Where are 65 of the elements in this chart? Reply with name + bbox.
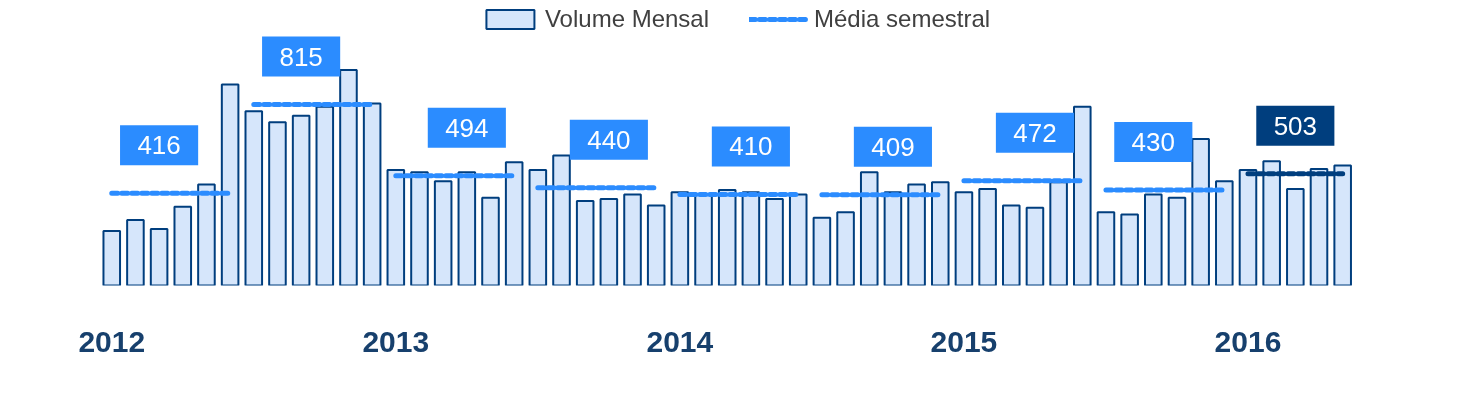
bar: [149, 227, 169, 286]
bar: [741, 191, 761, 286]
data-label: 409: [871, 131, 915, 162]
bar: [1049, 181, 1068, 286]
x-tick-label: 2012: [78, 324, 146, 358]
bar: [339, 69, 358, 286]
bar: [1286, 187, 1305, 286]
bar: [646, 204, 666, 286]
bar: [930, 181, 950, 286]
bar: [504, 161, 524, 286]
bar: [1215, 180, 1234, 286]
bar: [1191, 137, 1210, 286]
bar: [859, 171, 879, 286]
bar: [1120, 213, 1139, 286]
bar: [575, 200, 595, 286]
bar: [1025, 206, 1045, 286]
bar: [386, 169, 406, 286]
bar: [623, 193, 642, 286]
bar: [268, 121, 287, 286]
bar: [954, 191, 974, 286]
bar: [812, 216, 832, 286]
bar: [1073, 105, 1092, 286]
data-label: 430: [1131, 127, 1175, 158]
bar: [717, 189, 737, 286]
bar: [1144, 193, 1163, 286]
data-label: 494: [445, 112, 489, 143]
bar: [528, 169, 548, 286]
x-tick-label: 2015: [930, 324, 998, 358]
bar: [102, 230, 122, 286]
bar: [315, 105, 335, 286]
data-label: 410: [729, 131, 773, 162]
bar: [481, 196, 500, 286]
data-label: 416: [137, 130, 181, 161]
bar: [244, 110, 264, 286]
bar: [883, 191, 903, 286]
bar: [410, 171, 429, 286]
bar: [788, 193, 808, 286]
bar: [1096, 211, 1116, 286]
bar: [599, 197, 619, 286]
x-tick-label: 2013: [362, 324, 430, 358]
data-label: 815: [279, 41, 323, 72]
bar: [220, 83, 240, 286]
bar: [126, 219, 145, 286]
x-tick-label: 2014: [646, 324, 714, 358]
legend-label: Média semestral: [814, 5, 991, 33]
bar: [765, 197, 784, 286]
bar: [173, 205, 193, 286]
data-label: 472: [1013, 117, 1057, 148]
x-tick-label: 2016: [1214, 324, 1282, 358]
bar: [907, 183, 926, 286]
legend-label: Volume Mensal: [544, 5, 710, 33]
bar: [1167, 196, 1187, 286]
bar: [291, 114, 311, 286]
bar: [197, 183, 216, 286]
bar: [457, 171, 477, 286]
data-label: 503: [1273, 110, 1318, 141]
bar: [978, 187, 997, 286]
bar: [362, 102, 382, 286]
bar: [694, 193, 713, 286]
data-label: 440: [587, 124, 631, 155]
bar: [1001, 204, 1021, 286]
bar: [836, 211, 855, 286]
bar: [670, 191, 690, 286]
bar: [433, 180, 453, 286]
bar: [552, 154, 571, 286]
